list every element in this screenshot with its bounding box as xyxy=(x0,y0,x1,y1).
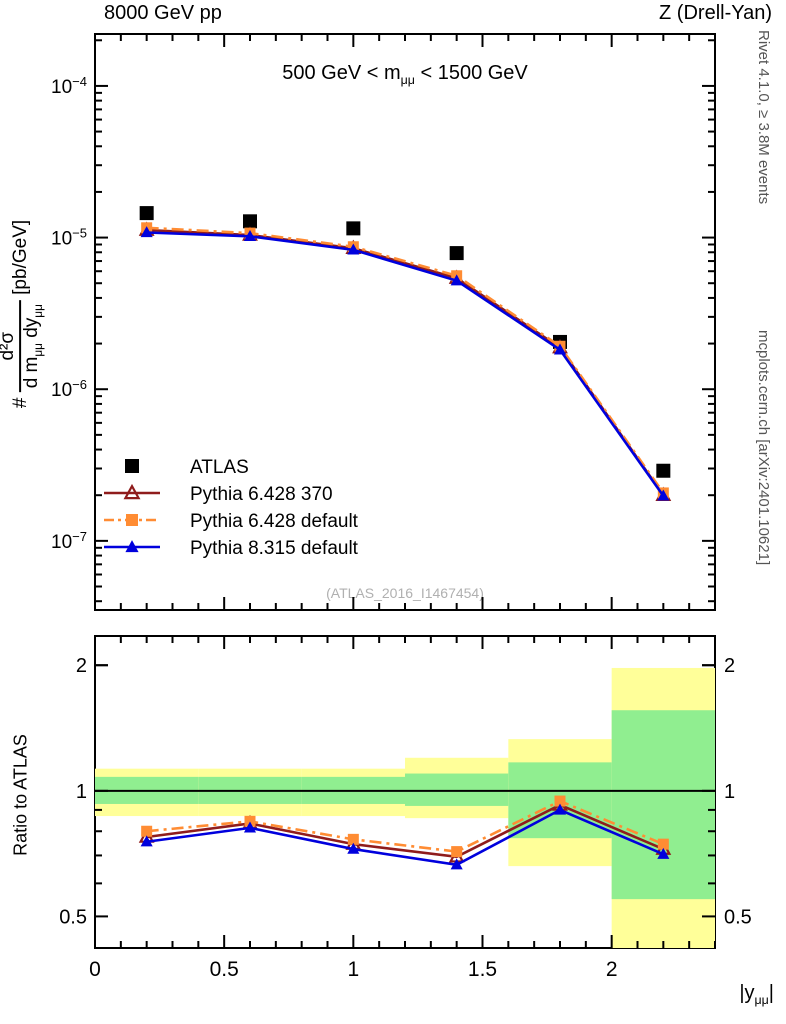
data-point xyxy=(243,229,257,241)
legend-label: Pythia 8.315 default xyxy=(190,538,359,559)
main-y-tick-label: 10−7 xyxy=(51,528,87,553)
legend-marker xyxy=(125,540,139,553)
ratio-y-tick-label-right: 2 xyxy=(724,655,735,677)
analysis-id-watermark: (ATLAS_2016_I1467454) xyxy=(326,585,484,601)
legend-item[interactable]: Pythia 8.315 default xyxy=(104,538,359,559)
x-axis-label: |yμμ| xyxy=(739,982,774,1007)
legend-label: ATLAS xyxy=(190,457,249,478)
legend-marker xyxy=(125,459,139,473)
main-y-tick-label: 10−5 xyxy=(51,225,87,250)
band-inner xyxy=(405,773,509,806)
plot-title-post: < 1500 GeV xyxy=(414,62,528,84)
x-axis-label-sub: μμ xyxy=(754,993,769,1007)
ratio-line xyxy=(146,799,664,853)
series-line xyxy=(146,226,665,494)
header-process-label: Z (Drell-Yan) xyxy=(659,2,772,24)
data-point xyxy=(656,463,671,478)
data-point xyxy=(449,246,464,261)
ratio-data-point xyxy=(243,821,257,833)
ratio-panel-series xyxy=(138,795,672,870)
legend-item[interactable]: ATLAS xyxy=(125,457,249,478)
x-tick-label: 0.5 xyxy=(210,958,239,981)
x-tick-label: 0 xyxy=(89,958,101,981)
series-line xyxy=(146,231,665,497)
data-point xyxy=(657,489,670,501)
x-tick-label: 2 xyxy=(606,958,618,981)
ratio-line xyxy=(146,808,664,867)
plot-title: 500 GeV < mμμ < 1500 GeV xyxy=(95,62,715,87)
ratio-data-point xyxy=(347,833,359,845)
ratio-data-point xyxy=(347,842,360,854)
ratio-data-point xyxy=(657,847,670,859)
series-line xyxy=(146,228,665,496)
ratio-data-point xyxy=(450,858,463,870)
main-panel-frame xyxy=(94,33,716,611)
data-point xyxy=(140,226,153,238)
ratio-series-pythia-6-428-default xyxy=(141,795,669,858)
data-point xyxy=(346,221,361,236)
ratio-data-point xyxy=(553,803,567,815)
x-tick-label: 1 xyxy=(347,958,359,981)
ratio-y-tick-label-right: 1 xyxy=(724,781,735,803)
ratio-y-tick-label-left: 1 xyxy=(76,781,87,803)
main-panel-series xyxy=(138,206,672,501)
ratio-y-tick-label-left: 2 xyxy=(76,655,87,677)
axis-tick-labels: 10−4 10−5 10−6 10−7 2 2 1 1 0.5 0.5 0 0.5 1 1.5 2 xyxy=(51,73,752,981)
main-panel-ticks xyxy=(94,34,716,610)
ratio-data-point xyxy=(140,835,153,847)
legend-marker xyxy=(126,514,138,526)
ratio-y-tick-label-left: 0.5 xyxy=(59,906,87,928)
ratio-data-point xyxy=(244,815,256,827)
legend: ATLAS Pythia 6.428 370 Pythia 6.428 defaul… xyxy=(104,457,359,559)
ratio-data-point xyxy=(554,795,566,807)
data-point xyxy=(450,274,463,286)
main-y-tick-label: 10−6 xyxy=(51,377,87,402)
series-atlas xyxy=(139,206,671,478)
header-beam-label: 8000 GeV pp xyxy=(104,2,222,24)
ratio-uncertainty-bands xyxy=(95,667,715,948)
data-point xyxy=(139,206,154,221)
plot-title-sub: μμ xyxy=(400,73,415,87)
x-axis-label-post: | xyxy=(768,982,774,1004)
x-axis-label-pre: |y xyxy=(739,982,755,1004)
data-point xyxy=(243,214,257,229)
legend-marker xyxy=(123,483,141,500)
ratio-y-tick-label-right: 0.5 xyxy=(724,906,752,928)
ratio-data-point xyxy=(451,846,463,858)
data-point xyxy=(347,243,360,255)
x-tick-label: 1.5 xyxy=(468,958,497,981)
ratio-panel-ticks xyxy=(94,636,716,948)
legend-item[interactable]: Pythia 6.428 default xyxy=(104,511,359,532)
main-y-tick-label: 10−4 xyxy=(51,73,87,98)
plot-title-pre: 500 GeV < m xyxy=(282,62,401,84)
ratio-line xyxy=(146,803,664,859)
legend-label: Pythia 6.428 370 xyxy=(190,484,333,505)
ratio-series-pythia-8-315-default xyxy=(140,803,670,870)
ratio-data-point xyxy=(141,825,153,837)
legend-label: Pythia 6.428 default xyxy=(190,511,359,532)
data-point xyxy=(553,343,567,355)
legend-item[interactable]: Pythia 6.428 370 xyxy=(104,483,333,505)
series-pythia-8-315-default xyxy=(140,226,670,501)
band-inner xyxy=(611,710,715,900)
ratio-data-point xyxy=(657,838,669,850)
